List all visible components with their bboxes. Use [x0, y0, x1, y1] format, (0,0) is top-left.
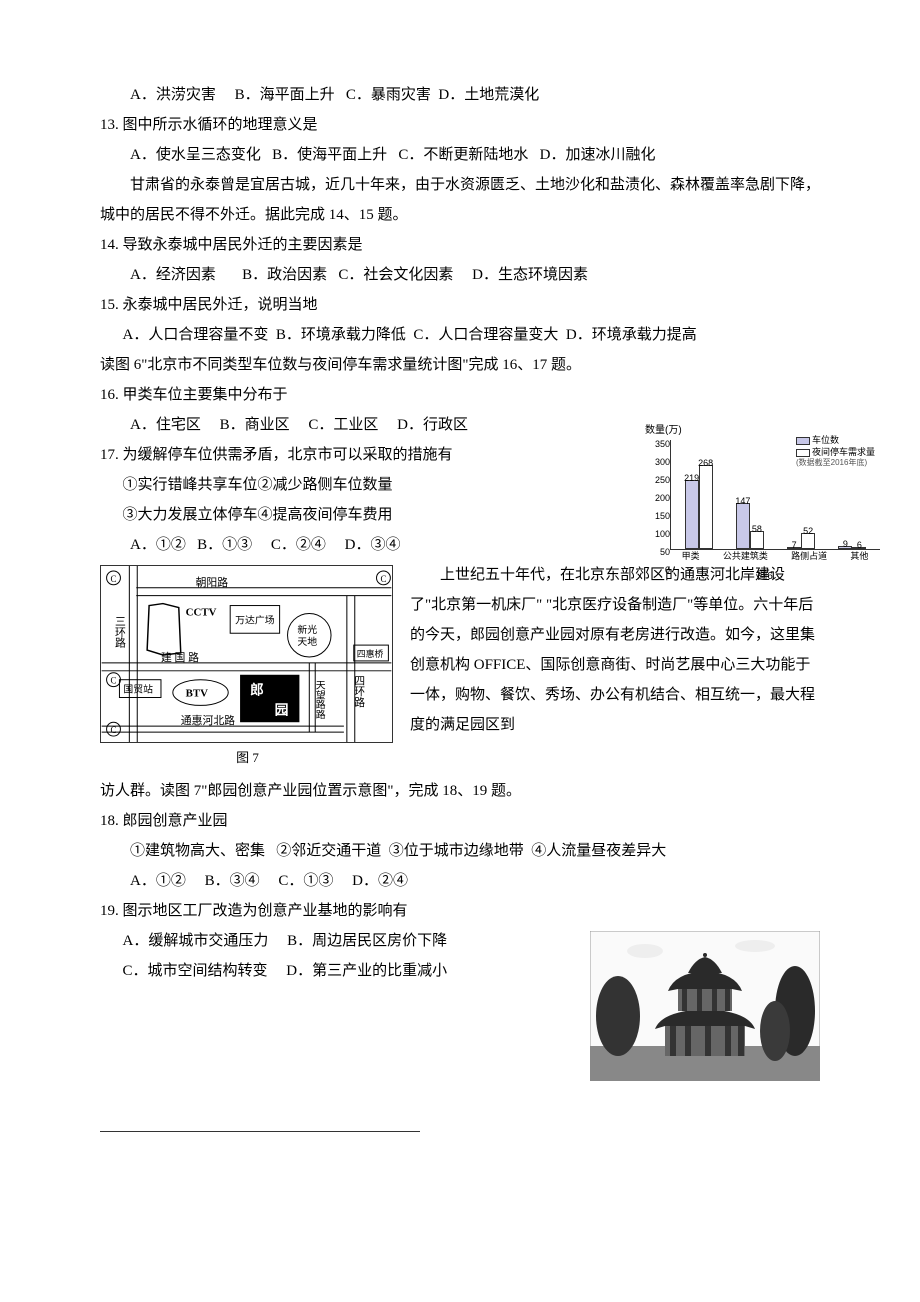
q13-stem: 13. 图中所示水循环的地理意义是 — [100, 110, 820, 140]
svg-text:C: C — [380, 574, 386, 584]
option-d: D．③④ — [345, 537, 401, 553]
ytick: 150 — [652, 507, 670, 525]
svg-text:C: C — [111, 676, 117, 686]
x-label: 甲类 — [682, 547, 700, 565]
road-tianwang: 天望路路 — [314, 680, 326, 720]
svg-text:C: C — [111, 725, 117, 735]
ytick: 200 — [652, 489, 670, 507]
subopt: ③位于城市边缘地带 — [389, 843, 524, 859]
intro-18-19-b: 访人群。读图 7"郎园创意产业园位置示意图"，完成 18、19 题。 — [100, 776, 820, 806]
chart-caption: 图6 — [650, 567, 880, 587]
option-c: C．②④ — [271, 537, 326, 553]
ytick: 100 — [652, 525, 670, 543]
subopt: ②邻近交通干道 — [276, 843, 381, 859]
option-b: B．海平面上升 — [235, 87, 335, 103]
option-a: A．①② — [130, 537, 186, 553]
poi-yuan: 园 — [275, 702, 289, 717]
option-c: C．暴雨灾害 — [346, 87, 431, 103]
q18-options: A．①② B．③④ C．①③ D．②④ — [100, 866, 820, 896]
intro-14-15: 甘肃省的永泰曾是宜居古城，近几十年来，由于水资源匮乏、土地沙化和盐渍化、森林覆盖… — [100, 170, 820, 230]
pavilion-image — [590, 931, 820, 1081]
poi-btv: BTV — [186, 688, 208, 700]
option-c: C．社会文化因素 — [338, 267, 453, 283]
q15-stem: 15. 永泰城中居民外迁，说明当地 — [100, 290, 820, 320]
ytick: 0 — [652, 561, 670, 579]
road-sihuan: 四环路 — [353, 675, 365, 708]
option-b: B．使海平面上升 — [272, 147, 387, 163]
x-label: 其他 — [850, 547, 868, 565]
option-d: D．加速冰川融化 — [540, 147, 656, 163]
option-a: A．经济因素 — [130, 267, 216, 283]
option-d: D．第三产业的比重减小 — [286, 963, 447, 979]
ytick: 350 — [652, 435, 670, 453]
option-b: B．①③ — [197, 537, 252, 553]
chart-bars: 2192681475875296 — [670, 440, 880, 550]
option-c: C．人口合理容量变大 — [413, 327, 558, 343]
poi-lang: 郎 — [250, 682, 264, 698]
intro-16-17: 读图 6"北京市不同类型车位数与夜间停车需求量统计图"完成 16、17 题。 — [100, 350, 820, 380]
q13-options: A．使水呈三态变化 B．使海平面上升 C．不断更新陆地水 D．加速冰川融化 — [100, 140, 820, 170]
ytick: 50 — [652, 543, 670, 561]
q18-stem: 18. 郎园创意产业园 — [100, 806, 820, 836]
q18-subopts: ①建筑物高大、密集 ②邻近交通干道 ③位于城市边缘地带 ④人流量昼夜差异大 — [100, 836, 820, 866]
poi-xinguang-2: 天地 — [297, 635, 317, 648]
subopt: ④提高夜间停车费用 — [258, 507, 393, 523]
option-c: C．①③ — [278, 873, 333, 889]
q19-stem: 19. 图示地区工厂改造为创意产业基地的影响有 — [100, 896, 820, 926]
ytick: 300 — [652, 453, 670, 471]
option-a: A．缓解城市交通压力 — [123, 933, 269, 949]
poi-wanda: 万达广场 — [235, 613, 275, 626]
option-d: D．环境承载力提高 — [566, 327, 697, 343]
poi-xinguang-1: 新光 — [297, 623, 317, 636]
option-a: A．①② — [130, 873, 186, 889]
road-chaoyang: 朝阳路 — [196, 576, 229, 589]
q16-stem: 16. 甲类车位主要集中分布于 — [100, 380, 820, 410]
subopt: ②减少路侧车位数量 — [258, 477, 393, 493]
ytick: 250 — [652, 471, 670, 489]
chart-y-axis: 350 300 250 200 150 100 50 0 — [652, 435, 670, 550]
x-label: 路侧占道 — [791, 547, 827, 565]
subopt: ③大力发展立体停车 — [123, 507, 258, 523]
option-d: D．土地荒漠化 — [438, 87, 539, 103]
bar-group: 14758 — [736, 503, 764, 549]
figure-6-chart: 数量(万) 车位数 夜间停车需求量 (数据截至2016年底) 350 300 2… — [650, 435, 880, 587]
footer-divider — [100, 1131, 420, 1132]
option-b: B．周边居民区房价下降 — [287, 933, 447, 949]
option-c: C．工业区 — [308, 417, 378, 433]
option-b: B．③④ — [205, 873, 260, 889]
subopt: ①实行错峰共享车位 — [123, 477, 258, 493]
option-c: C．不断更新陆地水 — [398, 147, 528, 163]
option-d: D．②④ — [352, 873, 408, 889]
map-caption: 图 7 — [100, 745, 395, 771]
bar-group: 219268 — [685, 465, 713, 549]
figure-7-map: 朝阳路 建 国 路 通惠河北路 三环路 四环路 天望路路 CCTV — [100, 565, 395, 771]
option-b: B．政治因素 — [242, 267, 327, 283]
option-a: A．洪涝灾害 — [130, 87, 216, 103]
q14-options: A．经济因素 B．政治因素 C．社会文化因素 D．生态环境因素 — [100, 260, 820, 290]
q14-stem: 14. 导致永泰城中居民外迁的主要因素是 — [100, 230, 820, 260]
poi-guomao: 国贸站 — [123, 683, 153, 696]
subopt: ④人流量昼夜差异大 — [531, 843, 666, 859]
svg-text:C: C — [111, 574, 117, 584]
q15-options: A．人口合理容量不变 B．环境承载力降低 C．人口合理容量变大 D．环境承载力提… — [100, 320, 820, 350]
option-d: D．行政区 — [397, 417, 468, 433]
option-b: B．商业区 — [220, 417, 290, 433]
q12-options: A．洪涝灾害 B．海平面上升 C．暴雨灾害 D．土地荒漠化 — [100, 80, 820, 110]
poi-cctv: CCTV — [186, 606, 217, 618]
poi-sihuiqiao: 四惠桥 — [357, 648, 384, 659]
chart-x-labels: 甲类 公共建筑类 路侧占道 其他 — [670, 547, 880, 565]
option-d: D．生态环境因素 — [472, 267, 588, 283]
option-a: A．住宅区 — [130, 417, 201, 433]
option-a: A．使水呈三态变化 — [130, 147, 261, 163]
option-c: C．城市空间结构转变 — [123, 963, 268, 979]
x-label: 公共建筑类 — [723, 547, 768, 565]
road-tonghui: 通惠河北路 — [181, 713, 235, 727]
option-b: B．环境承载力降低 — [276, 327, 406, 343]
subopt: ①建筑物高大、密集 — [130, 843, 265, 859]
road-sanhuan: 三环路 — [113, 615, 125, 648]
option-a: A．人口合理容量不变 — [123, 327, 269, 343]
